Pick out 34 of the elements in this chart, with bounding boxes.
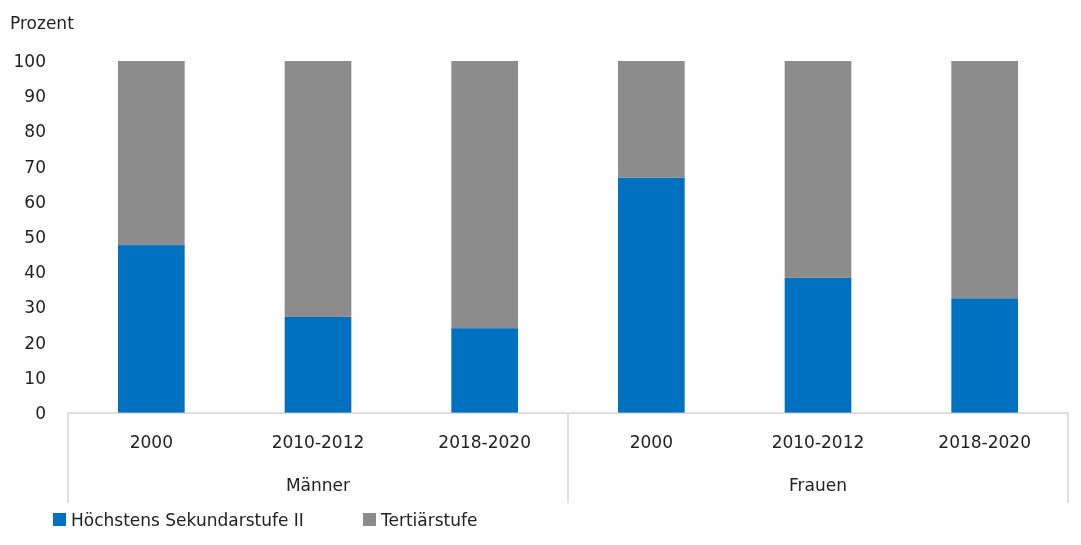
bar xyxy=(284,316,352,413)
bar xyxy=(451,328,518,413)
y-tick-label: 30 xyxy=(24,297,46,318)
x-tick-label: 2010-2012 xyxy=(271,432,365,452)
legend-label: Höchstens Sekundarstufe II xyxy=(71,510,304,530)
text: Frauen xyxy=(789,475,847,495)
bar xyxy=(784,277,852,413)
bar xyxy=(618,61,685,178)
y-tick-label: 40 xyxy=(24,262,46,283)
legend-label: Tertiärstufe xyxy=(380,510,478,530)
x-tick-label: 2018-2020 xyxy=(438,432,531,452)
bar xyxy=(118,61,185,246)
y-tick-label: 60 xyxy=(24,191,46,212)
bar xyxy=(451,61,518,329)
y-axis-title: Prozent xyxy=(10,13,75,33)
bar xyxy=(951,298,1018,413)
x-tick-label: 2000 xyxy=(629,432,673,452)
x-tick-label: 2010-2012 xyxy=(771,432,865,452)
y-tick-label: 20 xyxy=(24,332,46,353)
bar xyxy=(284,61,352,317)
text: Männer xyxy=(285,475,351,495)
y-tick-label: 50 xyxy=(24,226,46,247)
x-tick-label: 2000 xyxy=(129,432,173,452)
bar xyxy=(118,245,185,413)
y-tick-label: 80 xyxy=(24,121,46,142)
y-tick-label: 90 xyxy=(24,86,46,107)
bar xyxy=(784,61,852,278)
bar xyxy=(618,177,685,413)
bar xyxy=(951,61,1018,299)
y-tick-label: 0 xyxy=(35,402,46,423)
y-tick-label: 70 xyxy=(24,156,46,177)
x-tick-label: 2018-2020 xyxy=(938,432,1031,452)
y-tick-label: 100 xyxy=(13,50,46,71)
y-tick-label: 10 xyxy=(24,367,46,388)
